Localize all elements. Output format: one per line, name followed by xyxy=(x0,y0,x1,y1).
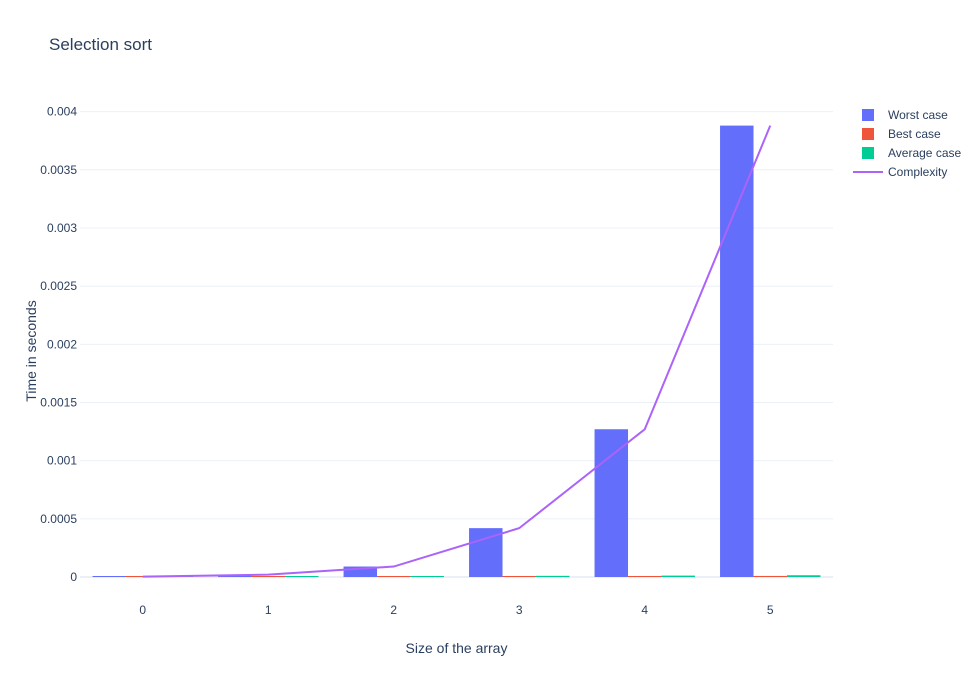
bar-worst-case xyxy=(92,576,127,577)
bar-average-case xyxy=(661,575,695,577)
y-axis-title: Time in seconds xyxy=(23,300,39,401)
y-tick-label: 0.0035 xyxy=(40,163,77,177)
legend-label-complexity: Complexity xyxy=(888,165,947,179)
bar-best-case xyxy=(753,575,787,577)
bar-average-case xyxy=(535,575,570,577)
y-tick-label: 0.004 xyxy=(47,105,77,119)
legend: Worst case Best case Average case Complexit… xyxy=(853,108,961,179)
y-tick-label: 0.002 xyxy=(47,337,77,351)
y-tick-label: 0.003 xyxy=(47,221,77,235)
y-tick-label: 0.0005 xyxy=(40,512,77,526)
gridlines xyxy=(80,111,833,578)
bar-worst-case xyxy=(594,429,629,577)
bars xyxy=(92,125,821,577)
line-complexity xyxy=(142,125,772,578)
bar-average-case xyxy=(786,575,821,577)
y-tick-label: 0.0015 xyxy=(40,395,77,409)
bar-best-case xyxy=(628,576,662,577)
bar-best-case xyxy=(502,576,536,577)
y-tick-label: 0 xyxy=(70,570,77,584)
legend-swatch-worst-case xyxy=(862,109,874,121)
x-tick-label: 0 xyxy=(139,603,146,617)
legend-label-best-case: Best case xyxy=(888,127,941,141)
bar-worst-case xyxy=(720,125,754,577)
bar-best-case xyxy=(377,576,411,577)
chart-title: Selection sort xyxy=(49,35,152,54)
x-tick-label: 5 xyxy=(767,603,774,617)
legend-swatch-best-case xyxy=(862,128,874,140)
y-tick-labels: 0 0.0005 0.001 0.0015 0.002 0.0025 0.003 0.0035… xyxy=(40,105,77,584)
x-tick-label: 3 xyxy=(516,603,523,617)
complexity-line xyxy=(142,125,772,578)
bar-worst-case xyxy=(343,566,378,577)
x-tick-label: 4 xyxy=(641,603,648,617)
y-tick-label: 0.0025 xyxy=(40,279,77,293)
x-tick-labels: 0 1 2 3 4 5 xyxy=(139,603,774,617)
bar-average-case xyxy=(410,576,444,577)
bar-average-case xyxy=(284,576,319,577)
bar-worst-case xyxy=(469,528,503,577)
x-axis-title: Size of the array xyxy=(406,640,508,656)
x-tick-label: 2 xyxy=(390,603,397,617)
legend-label-worst-case: Worst case xyxy=(888,108,948,122)
bar-best-case xyxy=(251,576,285,577)
legend-label-average-case: Average case xyxy=(888,146,961,160)
legend-swatch-average-case xyxy=(862,147,874,159)
x-tick-label: 1 xyxy=(265,603,272,617)
y-tick-label: 0.001 xyxy=(47,454,77,468)
